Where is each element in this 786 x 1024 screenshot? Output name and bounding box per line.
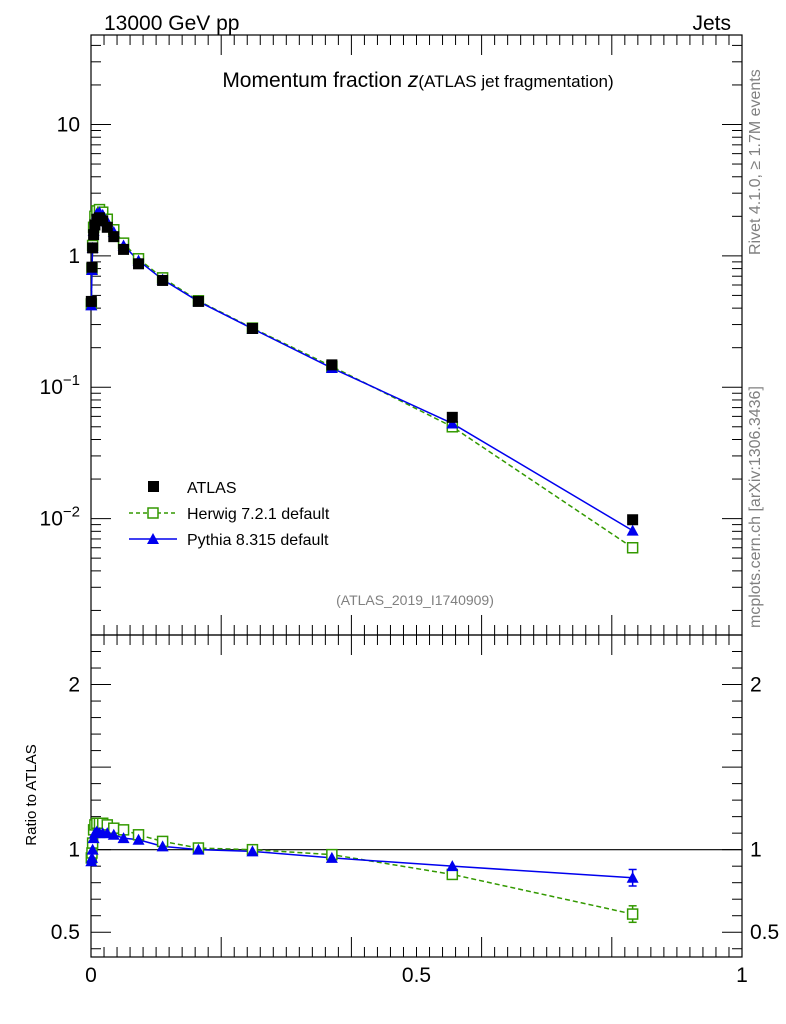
ratio-y-tick-label-right: 1 — [750, 839, 762, 862]
legend-label-pythia: Pythia 8.315 default — [187, 532, 329, 549]
source-label: mcplots.cern.ch [arXiv:1306.3436] — [747, 386, 764, 628]
data-point — [108, 231, 120, 243]
pythia-line — [90, 211, 634, 532]
legend-marker-atlas — [148, 481, 159, 492]
ratio-ticks — [90, 635, 743, 957]
ratio-pythia-point — [86, 843, 99, 855]
energy-label: 13000 GeV pp — [104, 12, 239, 35]
ratio-pythia-point — [156, 840, 169, 852]
x-tick-label: 0 — [85, 964, 97, 987]
category-label: Jets — [692, 12, 731, 35]
ratio-pythia-point — [446, 860, 459, 872]
pythia-point — [626, 524, 639, 536]
ratio-frame — [90, 634, 743, 958]
y-tick-label: 1 — [68, 245, 80, 268]
ratio-y-tick-label: 2 — [68, 674, 80, 697]
ratio-pythia-point — [117, 832, 130, 844]
ratio-pythia-point — [85, 851, 98, 863]
analysis-id: (ATLAS_2019_I1740909) — [336, 592, 494, 608]
data-point — [87, 242, 99, 254]
y-tick-label-base: 10 — [40, 508, 63, 531]
data-point — [88, 229, 100, 241]
ratio-y-tick-label-right: 0.5 — [750, 921, 779, 944]
data-point — [101, 221, 113, 233]
main-ticks — [90, 35, 743, 635]
data-point — [157, 274, 169, 286]
ratio-pythia-point — [132, 833, 145, 845]
data-point — [89, 219, 101, 231]
ratio-pythia-point — [626, 871, 639, 883]
data-point — [192, 295, 204, 307]
pythia-point — [446, 417, 459, 429]
data-point — [627, 514, 639, 526]
ratio-pythia-point — [325, 851, 338, 863]
ratio-herwig-line — [90, 822, 633, 915]
chart-title: Momentum fraction z(ATLAS jet fragmentat… — [222, 69, 613, 92]
data-point — [118, 243, 130, 255]
ratio-y-axis-label: Ratio to ATLAS — [23, 744, 40, 845]
ratio-x-tick-labels: 0 0.5 1 — [85, 964, 748, 987]
legend: ATLAS Herwig 7.2.1 default Pythia 8.315 … — [129, 480, 330, 549]
herwig-point — [626, 541, 639, 554]
legend-marker-pythia — [147, 533, 159, 544]
ratio-pythia-point — [246, 845, 259, 857]
main-series — [85, 203, 639, 554]
data-point — [326, 359, 338, 371]
ratio-y-tick-label-right: 2 — [750, 674, 762, 697]
legend-label-atlas: ATLAS — [187, 480, 237, 497]
ratio-pythia-line — [90, 830, 633, 879]
chart-title-symbol: z — [407, 69, 419, 92]
chart-title-main: Momentum fraction — [222, 69, 408, 92]
data-point — [133, 258, 145, 270]
data-point — [246, 322, 258, 334]
herwig-line — [90, 208, 634, 549]
legend-marker-herwig — [147, 507, 159, 519]
data-point — [97, 215, 109, 227]
ratio-pythia-point — [107, 828, 120, 840]
ratio-series — [85, 817, 639, 924]
y-tick-label: 10−2 — [40, 504, 80, 531]
ratio-panel: 0.5 0.51 12 2 0 0.5 1 Ratio to ATLAS — [23, 634, 779, 987]
y-tick-label-exp: −2 — [63, 504, 80, 521]
y-tick-label-exp: −1 — [63, 372, 80, 389]
rivet-version-label: Rivet 4.1.0, ≥ 1.7M events — [747, 69, 764, 255]
data-point — [446, 411, 458, 423]
y-tick-label: 10 — [57, 113, 80, 136]
x-tick-label: 1 — [736, 964, 748, 987]
ratio-y-tick-labels: 0.5 0.5 1 1 2 2 — [51, 674, 779, 945]
chart-title-sub: (ATLAS jet fragmentation) — [418, 72, 613, 91]
data-point — [85, 295, 97, 307]
ratio-y-tick-label: 0.5 — [51, 921, 80, 944]
y-tick-label-base: 10 — [40, 376, 63, 399]
data-point — [86, 261, 98, 273]
ratio-pythia-point — [192, 843, 205, 855]
y-tick-label: 10−1 — [40, 372, 80, 399]
ratio-y-tick-label: 1 — [68, 839, 80, 862]
x-tick-label: 0.5 — [402, 964, 431, 987]
legend-label-herwig: Herwig 7.2.1 default — [187, 506, 330, 523]
ratio-herwig-point — [626, 908, 639, 920]
